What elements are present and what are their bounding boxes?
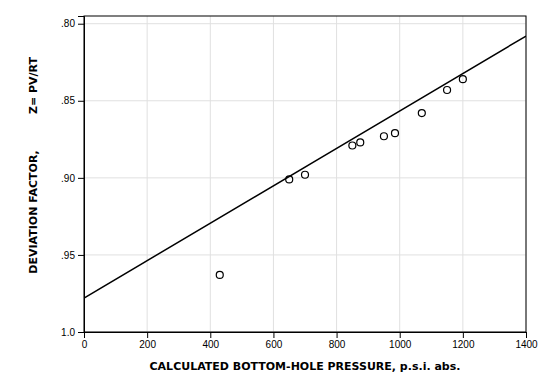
y-tick-mark <box>78 332 84 333</box>
chart: 0 200 400 600 800 1000 1200 1400 1.0 .95 .90 .85 .80… <box>0 0 550 380</box>
data-point <box>357 139 364 146</box>
x-tick-label: 0 <box>82 339 88 350</box>
x-tick: 600 <box>266 332 283 350</box>
x-tick: 1000 <box>389 332 412 350</box>
y-tick-mark <box>78 101 84 102</box>
trend-line <box>84 36 526 298</box>
y-tick-label: 1.0 <box>61 327 75 338</box>
y-tick: .80 <box>61 18 84 29</box>
data-point <box>444 86 451 93</box>
x-tick: 400 <box>202 332 219 350</box>
x-tick-mark <box>273 332 274 338</box>
y-tick-label: .85 <box>61 95 75 106</box>
x-tick: 800 <box>329 332 346 350</box>
x-tick-mark <box>147 332 148 338</box>
x-tick-label: 200 <box>139 339 156 350</box>
x-tick-label: 600 <box>266 339 283 350</box>
x-tick-label: 1000 <box>389 339 412 350</box>
y-tick: 1.0 <box>61 327 84 338</box>
y-tick-mark <box>78 24 84 25</box>
data-point <box>380 133 387 140</box>
grid <box>84 16 526 332</box>
data-point <box>286 176 293 183</box>
x-tick: 200 <box>139 332 156 350</box>
grid-line-x <box>399 16 400 332</box>
grid-line-x <box>210 16 211 332</box>
x-tick: 0 <box>82 332 88 350</box>
x-tick-label: 800 <box>329 339 346 350</box>
x-tick-label: 1400 <box>515 339 538 350</box>
y-tick: .90 <box>61 173 84 184</box>
grid-line-y <box>84 254 526 255</box>
data-point <box>349 142 356 149</box>
data-point <box>216 271 223 278</box>
data-point <box>302 171 309 178</box>
y-tick-label: .95 <box>61 250 75 261</box>
grid-line-x <box>462 16 463 332</box>
x-axis-line <box>85 333 527 339</box>
grid-line-y <box>84 23 526 24</box>
y-tick-mark <box>78 255 84 256</box>
y-tick-label: .90 <box>61 173 75 184</box>
y-axis-line <box>78 17 85 333</box>
data-point <box>418 110 425 117</box>
x-tick: 1400 <box>515 332 538 350</box>
x-tick-mark <box>210 332 211 338</box>
grid-line-x <box>273 16 274 332</box>
x-axis: 0 200 400 600 800 1000 1200 1400 <box>82 332 538 350</box>
y-axis: 1.0 .95 .90 .85 .80 <box>61 17 84 338</box>
y-tick-mark <box>78 178 84 179</box>
data-point <box>391 130 398 137</box>
y-axis-title: Z= PV/RT <box>27 56 40 114</box>
x-tick-mark <box>400 332 401 338</box>
x-tick-label: 400 <box>202 339 219 350</box>
x-tick-mark <box>337 332 338 338</box>
y-tick: .85 <box>61 95 84 106</box>
x-tick: 1200 <box>452 332 475 350</box>
y-axis-title: DEVIATION FACTOR, <box>27 150 40 273</box>
plot-frame <box>84 16 526 332</box>
marks <box>84 36 526 298</box>
data-point <box>459 76 466 83</box>
x-tick-mark <box>526 332 527 338</box>
y-tick: .95 <box>61 250 84 261</box>
grid-line-x <box>336 16 337 332</box>
x-tick-label: 1200 <box>452 339 475 350</box>
grid-line-x <box>147 16 148 332</box>
plot: 0 200 400 600 800 1000 1200 1400 1.0 .95 .90 .85 .80 <box>61 16 538 350</box>
x-tick-mark <box>463 332 464 338</box>
x-axis-title: CALCULATED BOTTOM-HOLE PRESSURE, p.s.i. … <box>150 360 461 373</box>
y-tick-label: .80 <box>61 18 75 29</box>
grid-line-y <box>84 100 526 101</box>
